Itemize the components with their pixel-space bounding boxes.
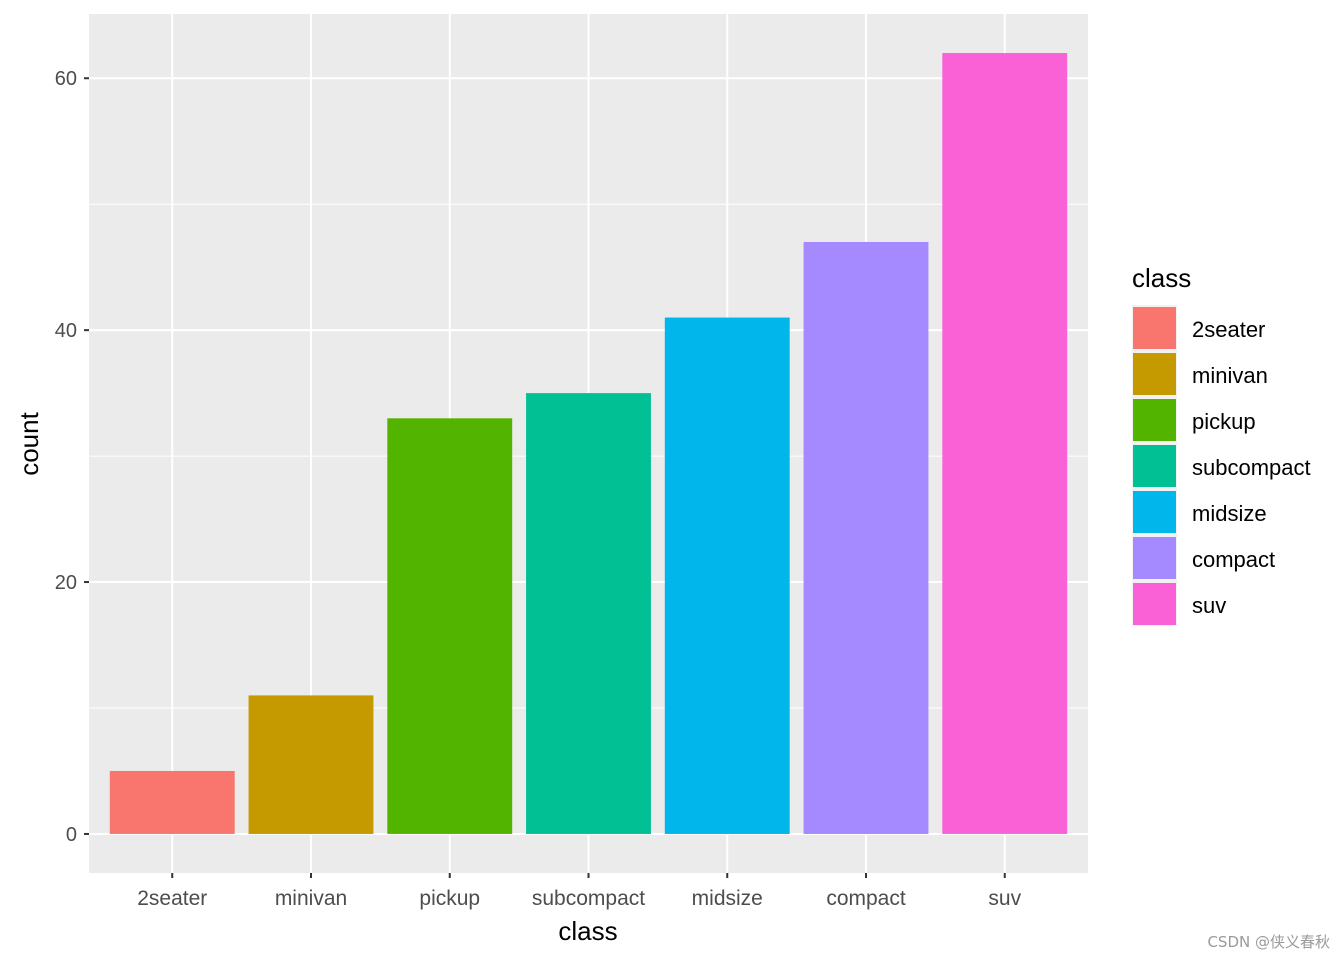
x-tick-label: suv: [988, 887, 1021, 910]
bar-subcompact: [526, 393, 651, 834]
x-tick-label: minivan: [275, 887, 347, 910]
bar-midsize: [664, 317, 790, 834]
x-axis: 2seater minivan pickup subcompact midsize com…: [137, 873, 1022, 910]
x-tick-label: pickup: [419, 887, 480, 910]
legend-label: midsize: [1192, 501, 1267, 526]
legend-key-2seater: [1133, 307, 1176, 349]
legend-key-compact: [1133, 537, 1176, 579]
x-axis-title: class: [558, 916, 617, 946]
y-tick-label: 0: [66, 824, 77, 846]
y-axis-title: count: [14, 411, 44, 475]
y-tick-label: 20: [55, 572, 77, 594]
x-tick-label: subcompact: [532, 887, 645, 910]
bars: [109, 53, 1068, 834]
legend-label: 2seater: [1192, 317, 1265, 342]
y-tick-label: 40: [55, 320, 77, 342]
legend-label: pickup: [1192, 409, 1256, 434]
bar-pickup: [387, 418, 513, 834]
legend-key-minivan: [1133, 353, 1176, 395]
legend-label: compact: [1192, 547, 1275, 572]
legend-key-pickup: [1133, 399, 1176, 441]
bar-2seater: [109, 770, 235, 834]
x-tick-label: midsize: [692, 887, 763, 910]
bar-suv: [942, 53, 1068, 834]
legend-label: minivan: [1192, 363, 1268, 388]
legend-title: class: [1132, 263, 1191, 293]
legend-label: suv: [1192, 593, 1226, 618]
legend-label: subcompact: [1192, 455, 1311, 480]
bar-compact: [803, 241, 929, 834]
x-tick-label: 2seater: [137, 887, 207, 910]
x-tick-label: compact: [826, 887, 906, 910]
legend-key-subcompact: [1133, 445, 1176, 487]
y-tick-label: 60: [55, 68, 77, 90]
legend: class 2seater minivan pickup subcompact mids…: [1132, 263, 1311, 626]
bar-minivan: [248, 695, 374, 834]
legend-key-midsize: [1133, 491, 1176, 533]
legend-key-suv: [1133, 583, 1176, 625]
watermark: CSDN @侠义春秋: [1207, 933, 1330, 951]
y-axis: 0 20 40 60: [55, 68, 89, 846]
